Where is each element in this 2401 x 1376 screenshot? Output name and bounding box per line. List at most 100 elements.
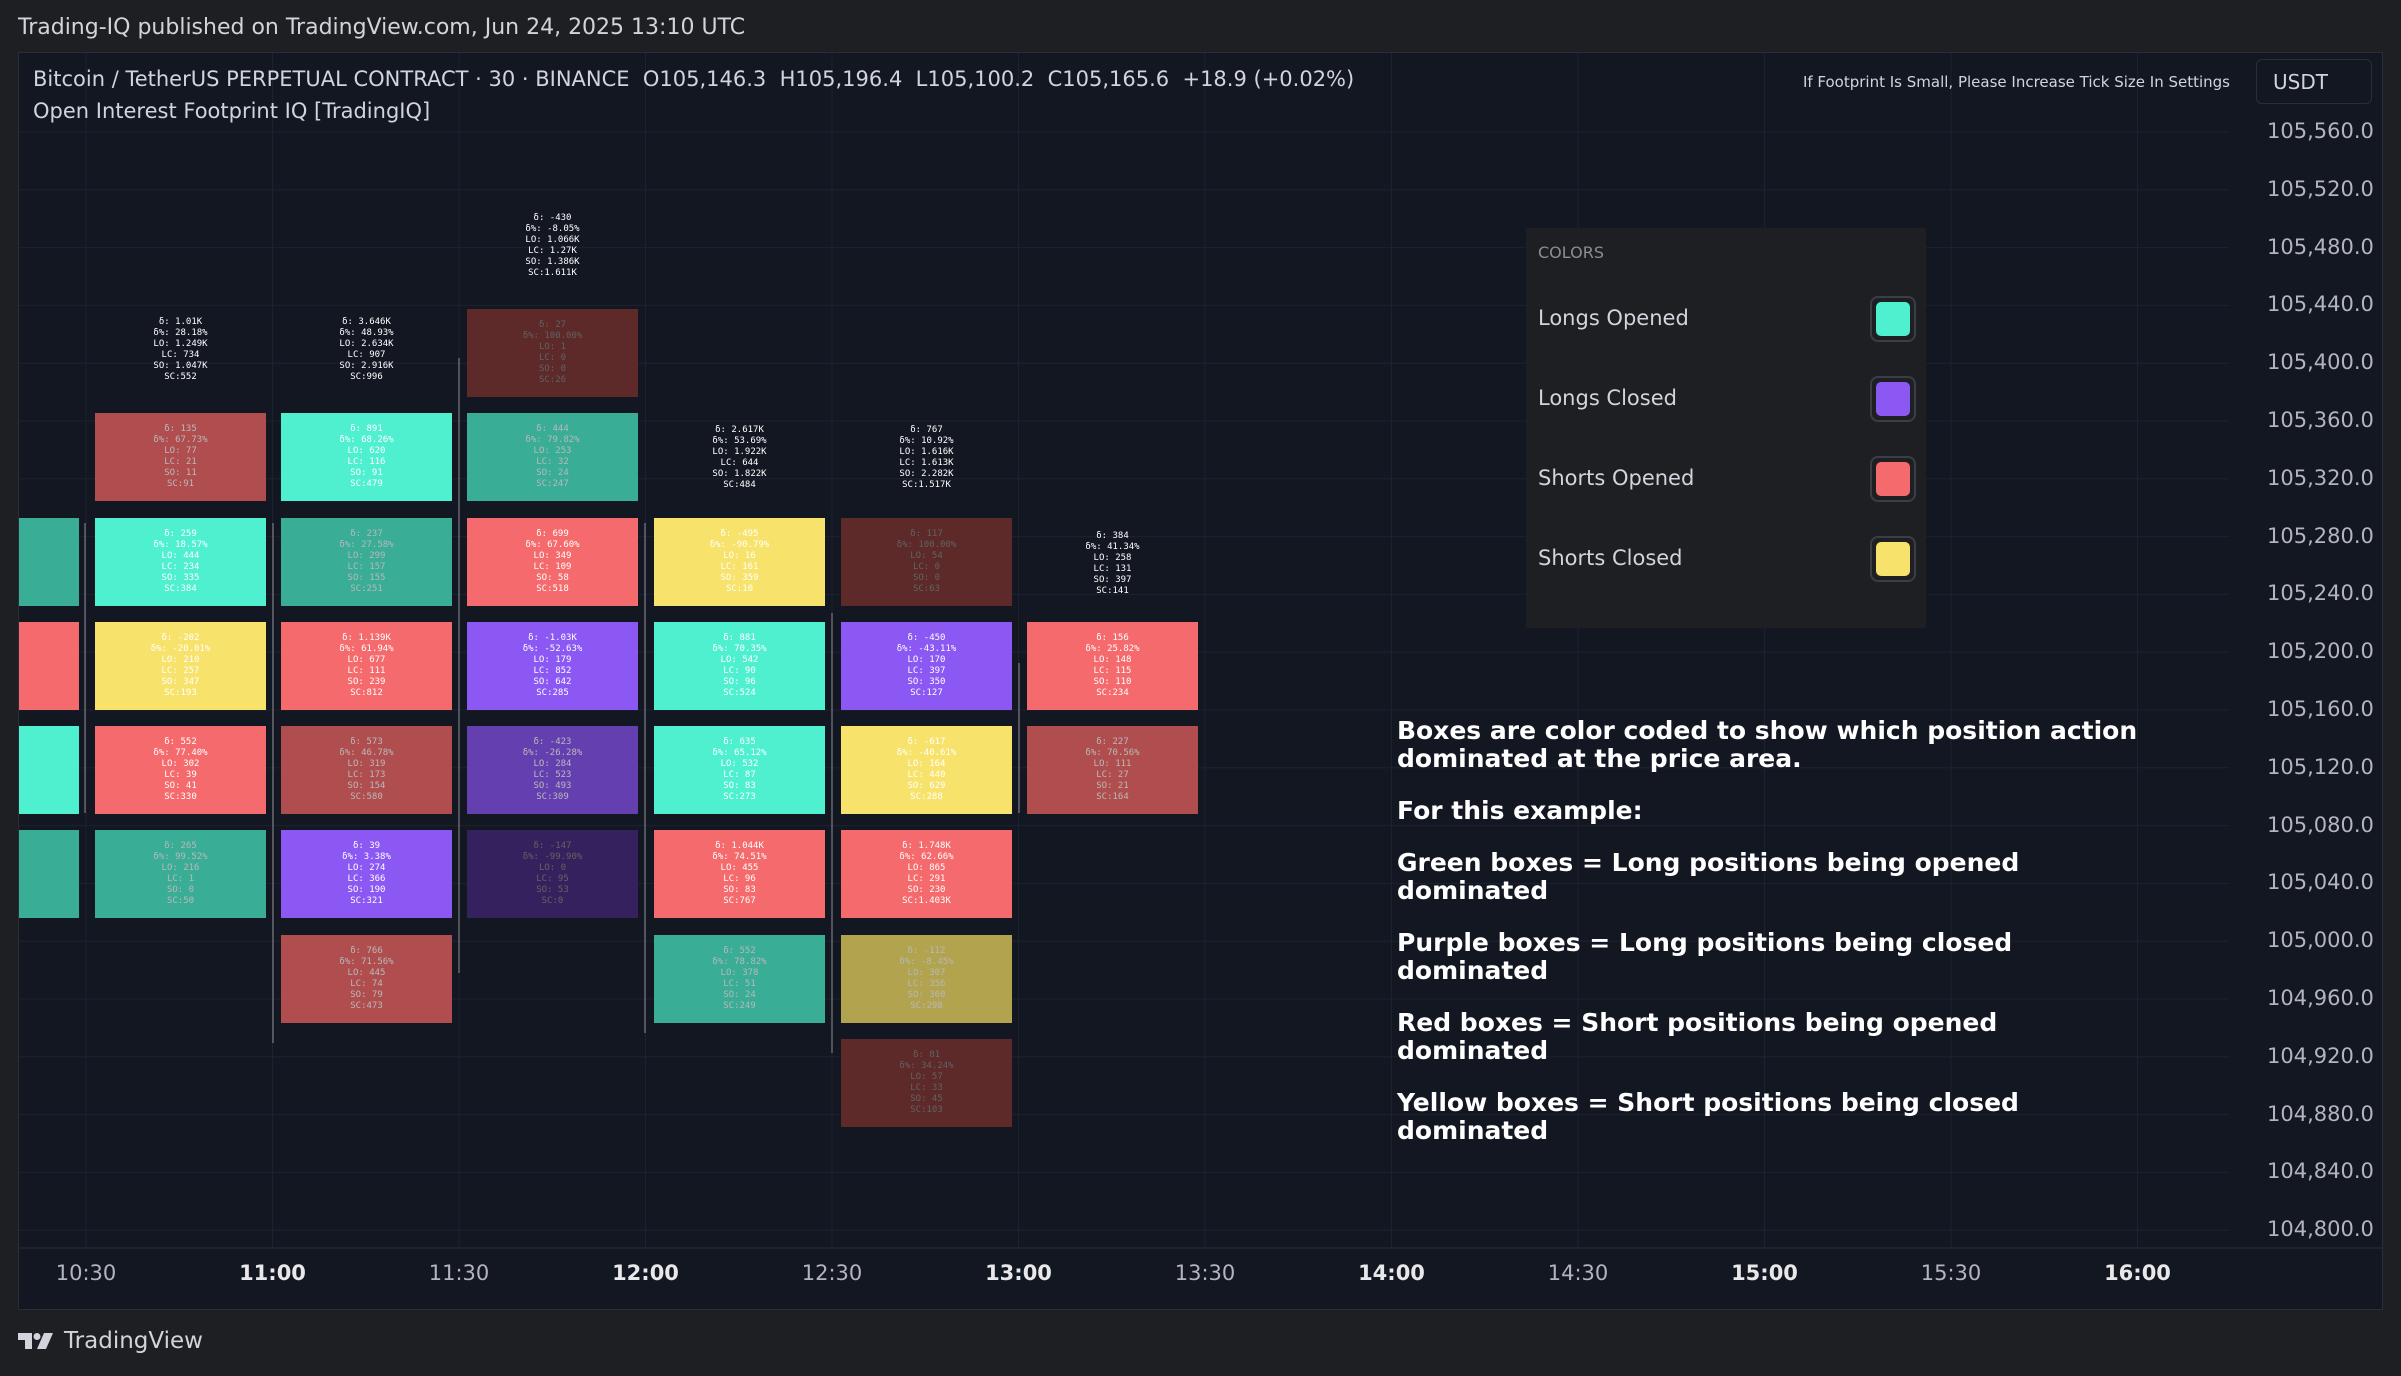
footprint-cell-text: δ: -147 δ%: -99.90% LO: 0 LC: 95 SO: 53 … [522,841,583,906]
footprint-cell-longs-closed: δ: -423 δ%: -26.28% LO: 284 LC: 523 SO: … [467,726,638,814]
footprint-cell-shorts-closed: δ: -202 δ%: -20.01% LO: 210 LC: 257 SO: … [95,622,266,710]
bar-summary-label: δ: 2.617K δ%: 53.69% LO: 1.922K LC: 644 … [712,425,767,490]
footprint-cell-text: δ: 699 δ%: 67.60% LO: 349 LC: 109 SO: 58… [525,529,580,594]
price-tick-label: 105,480.0 [2267,234,2374,259]
chart-pane[interactable]: Bitcoin / TetherUS PERPETUAL CONTRACT · … [18,52,2383,1310]
indicator-notice: If Footprint Is Small, Please Increase T… [1802,73,2230,91]
price-tick-label: 105,440.0 [2267,292,2374,317]
footprint-cell-longs-closed: δ: -147 δ%: -99.90% LO: 0 LC: 95 SO: 53 … [467,830,638,918]
price-tick-label: 105,560.0 [2267,119,2374,143]
footprint-cell-longs-opened: δ: 444 δ%: 79.82% LO: 253 LC: 32 SO: 24 … [467,413,638,501]
footprint-cell-shorts-closed: δ: -112 δ%: -8.45% LO: 307 LC: 356 SO: 3… [841,935,1012,1023]
footprint-cell-text: δ: 117 δ%: 100.00% LO: 54 LC: 0 SO: 0 SC… [896,529,957,594]
legend-color-swatch[interactable] [1870,376,1916,422]
footprint-cell-shorts-opened: δ: 135 δ%: 67.73% LO: 77 LC: 21 SO: 11 S… [95,413,266,501]
legend-color-swatch[interactable] [1870,456,1916,502]
price-tick-label: 105,160.0 [2267,697,2374,721]
indicator-title[interactable]: Open Interest Footprint IQ [TradingIQ] [33,99,431,123]
explanation-line: Red boxes = Short positions being opened… [1397,1008,1998,1065]
legend-item-label: Longs Opened [1538,306,1689,330]
price-tick-label: 105,040.0 [2267,870,2374,895]
footprint-cell-text: δ: 259 δ%: 18.57% LO: 444 LC: 234 SO: 33… [153,529,208,594]
price-tick-label: 104,920.0 [2267,1043,2374,1068]
legend-color-swatch[interactable] [1870,296,1916,342]
currency-label: USDT [2273,69,2328,94]
footprint-cell-text: δ: -1.03K δ%: -52.63% LO: 179 LC: 852 SO… [522,633,583,698]
footprint-cell-shorts-opened: δ: 1.044K δ%: 74.51% LO: 455 LC: 96 SO: … [654,830,825,918]
time-tick-label: 16:00 [2104,1261,2171,1285]
footprint-cell-shorts-opened: δ: 766 δ%: 71.56% LO: 445 LC: 74 SO: 79 … [281,935,452,1023]
footprint-cell-text: δ: 552 δ%: 77.40% LO: 302 LC: 39 SO: 41 … [153,737,208,802]
footprint-cell-text: δ: 891 δ%: 68.26% LO: 620 LC: 116 SO: 91… [339,424,394,489]
footprint-cell-shorts-opened: δ: 552 δ%: 77.40% LO: 302 LC: 39 SO: 41 … [95,726,266,814]
explanation-line: Boxes are color coded to show which posi… [1397,716,2138,773]
time-tick-label: 12:30 [801,1261,863,1285]
bar-summary-label: δ: 384 δ%: 41.34% LO: 258 LC: 131 SO: 39… [1085,531,1140,596]
legend-color-swatch[interactable] [1870,536,1916,582]
footprint-cell-shorts-opened: δ: 1.748K δ%: 62.66% LO: 865 LC: 291 SO:… [841,830,1012,918]
footprint-cell-text: δ: 552 δ%: 78.82% LO: 378 LC: 51 SO: 24 … [712,946,767,1011]
footprint-cell-longs-opened: δ: 265 δ%: 99.52% LO: 216 LC: 1 SO: 0 SC… [95,830,266,918]
publish-info: Trading-IQ published on TradingView.com,… [18,15,746,40]
explanation-text: Boxes are color coded to show which posi… [1397,717,2157,1169]
footprint-cell-text: δ: 1.748K δ%: 62.66% LO: 865 LC: 291 SO:… [899,841,954,906]
currency-button[interactable]: USDT [2256,59,2372,104]
symbol-ohlc-line[interactable]: Bitcoin / TetherUS PERPETUAL CONTRACT · … [33,67,1355,91]
footprint-cell-shorts-opened: δ: 1.139K δ%: 61.94% LO: 677 LC: 111 SO:… [281,622,452,710]
footprint-cell-longs-closed: δ: -450 δ%: -43.11% LO: 170 LC: 397 SO: … [841,622,1012,710]
footprint-cell-longs-closed: δ: -1.03K δ%: -52.63% LO: 179 LC: 852 SO… [467,622,638,710]
footprint-cell-partial [19,622,79,710]
price-tick-label: 104,880.0 [2267,1101,2374,1126]
publish-bar: Trading-IQ published on TradingView.com,… [0,0,2401,54]
footprint-cell-longs-opened: δ: 237 δ%: 27.58% LO: 299 LC: 157 SO: 15… [281,518,452,606]
bar-summary-label: δ: -430 δ%: -8.05% LO: 1.066K LC: 1.27K … [525,213,580,278]
swatch-fill [1876,462,1910,496]
price-tick-label: 105,520.0 [2267,176,2374,201]
price-tick-label: 105,280.0 [2267,523,2374,548]
explanation-line: Yellow boxes = Short positions being clo… [1397,1088,2019,1145]
footprint-cell-longs-opened: δ: 891 δ%: 68.26% LO: 620 LC: 116 SO: 91… [281,413,452,501]
footprint-cell-text: δ: -423 δ%: -26.28% LO: 284 LC: 523 SO: … [522,737,583,802]
footprint-cell-shorts-opened: δ: 117 δ%: 100.00% LO: 54 LC: 0 SO: 0 SC… [841,518,1012,606]
price-tick-label: 105,400.0 [2267,350,2374,375]
footprint-cell-text: δ: -202 δ%: -20.01% LO: 210 LC: 257 SO: … [150,633,211,698]
explanation-line: For this example: [1397,796,1643,825]
footprint-cell-shorts-opened: δ: 227 δ%: 70.56% LO: 111 LC: 27 SO: 21 … [1027,726,1198,814]
price-tick-label: 105,360.0 [2267,408,2374,432]
footprint-cell-text: δ: 237 δ%: 27.58% LO: 299 LC: 157 SO: 15… [339,529,394,594]
footprint-cell-shorts-opened: δ: 699 δ%: 67.60% LO: 349 LC: 109 SO: 58… [467,518,638,606]
time-tick-label: 13:00 [985,1261,1052,1285]
legend-title: COLORS [1538,243,1604,262]
time-tick-label: 10:30 [55,1261,117,1285]
bar-summary-label: δ: 1.01K δ%: 28.18% LO: 1.249K LC: 734 S… [153,317,208,382]
footprint-cell-text: δ: -495 δ%: -90.79% LO: 16 LC: 161 SO: 3… [709,529,770,594]
time-tick-label: 14:30 [1547,1261,1609,1285]
footprint-cell-text: δ: -450 δ%: -43.11% LO: 170 LC: 397 SO: … [896,633,957,698]
footprint-cell-text: δ: 135 δ%: 67.73% LO: 77 LC: 21 SO: 11 S… [153,424,208,489]
time-tick-label: 13:30 [1174,1261,1236,1285]
legend-item-label: Shorts Closed [1538,546,1683,570]
explanation-line: Purple boxes = Long positions being clos… [1397,928,2013,985]
footprint-cell-partial [19,830,79,918]
footprint-cell-shorts-opened: δ: 156 δ%: 25.82% LO: 148 LC: 115 SO: 11… [1027,622,1198,710]
price-tick-label: 105,120.0 [2267,754,2374,779]
footprint-cell-partial [19,518,79,606]
footprint-cell-text: δ: 881 δ%: 70.35% LO: 542 LC: 90 SO: 96 … [712,633,767,698]
tradingview-logo-icon [18,1333,53,1349]
footprint-cell-text: δ: 27 δ%: 100.00% LO: 1 LC: 0 SO: 0 SC:2… [522,320,583,385]
footprint-cell-text: δ: 766 δ%: 71.56% LO: 445 LC: 74 SO: 79 … [339,946,394,1011]
time-tick-label: 15:00 [1731,1261,1798,1285]
price-tick-label: 105,080.0 [2267,812,2374,837]
price-tick-label: 105,320.0 [2267,465,2374,490]
footprint-cell-shorts-closed: δ: -617 δ%: -40.61% LO: 164 LC: 440 SO: … [841,726,1012,814]
footprint-cell-text: δ: 444 δ%: 79.82% LO: 253 LC: 32 SO: 24 … [525,424,580,489]
bar-summary-label: δ: 3.646K δ%: 48.93% LO: 2.634K LC: 907 … [339,317,394,382]
footprint-cell-longs-opened: δ: 259 δ%: 18.57% LO: 444 LC: 234 SO: 33… [95,518,266,606]
bar-summary-label: δ: 767 δ%: 10.92% LO: 1.616K LC: 1.613K … [899,425,954,490]
footprint-cell-shorts-opened: δ: 573 δ%: 46.78% LO: 319 LC: 173 SO: 15… [281,726,452,814]
footprint-cell-text: δ: 81 δ%: 34.24% LO: 57 LC: 33 SO: 45 SC… [899,1050,954,1115]
footprint-cell-longs-closed: δ: 39 δ%: 3.38% LO: 274 LC: 366 SO: 190 … [281,830,452,918]
colors-legend: COLORS Longs Opened Longs Closed Shorts Op… [1526,228,1926,628]
branding-label: TradingView [64,1328,203,1354]
footprint-cell-text: δ: -617 δ%: -40.61% LO: 164 LC: 440 SO: … [896,737,957,802]
